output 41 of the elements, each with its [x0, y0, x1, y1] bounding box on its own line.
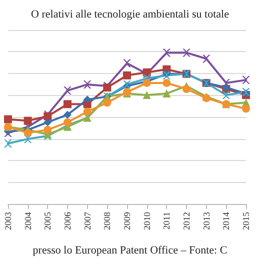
x-tick-label: 2006 — [62, 212, 72, 230]
chart-title: O relativi alle tecnologie ambientali su totale — [31, 8, 230, 20]
point — [64, 100, 72, 108]
point — [242, 76, 250, 84]
x-tick-label: 2009 — [122, 212, 132, 230]
x-tick-label: 2013 — [201, 212, 212, 230]
point — [24, 116, 32, 125]
point — [4, 139, 12, 148]
point — [222, 91, 230, 100]
point — [24, 128, 32, 137]
point — [64, 110, 72, 119]
x-tick-label: 2015 — [241, 212, 251, 230]
point — [182, 85, 190, 94]
x-tick-label: 2008 — [102, 212, 112, 230]
point — [64, 118, 72, 126]
point — [103, 98, 112, 107]
point — [162, 90, 171, 98]
x-tick-label: 2005 — [42, 212, 53, 230]
point — [242, 104, 250, 113]
x-tick-label: 2007 — [82, 212, 92, 230]
x-tick-label: 2003 — [3, 212, 13, 230]
point — [123, 71, 131, 80]
point — [64, 86, 72, 95]
point — [142, 91, 151, 100]
point — [4, 115, 12, 124]
point — [123, 59, 131, 68]
point — [83, 96, 92, 104]
x-tick-label: 2014 — [221, 212, 232, 230]
x-tick-label: 2012 — [182, 212, 192, 230]
point — [162, 48, 171, 57]
point — [162, 78, 171, 87]
x-tick-label: 2004 — [22, 212, 33, 230]
point — [44, 126, 52, 134]
x-tick-label: 2011 — [162, 212, 172, 230]
point — [83, 108, 92, 116]
point — [202, 54, 210, 63]
point — [83, 80, 92, 88]
text: presso lo European Patent Office – Fonte: C — [32, 244, 228, 256]
x-tick-label: 2010 — [142, 212, 152, 230]
point — [44, 118, 52, 126]
point — [182, 48, 190, 57]
